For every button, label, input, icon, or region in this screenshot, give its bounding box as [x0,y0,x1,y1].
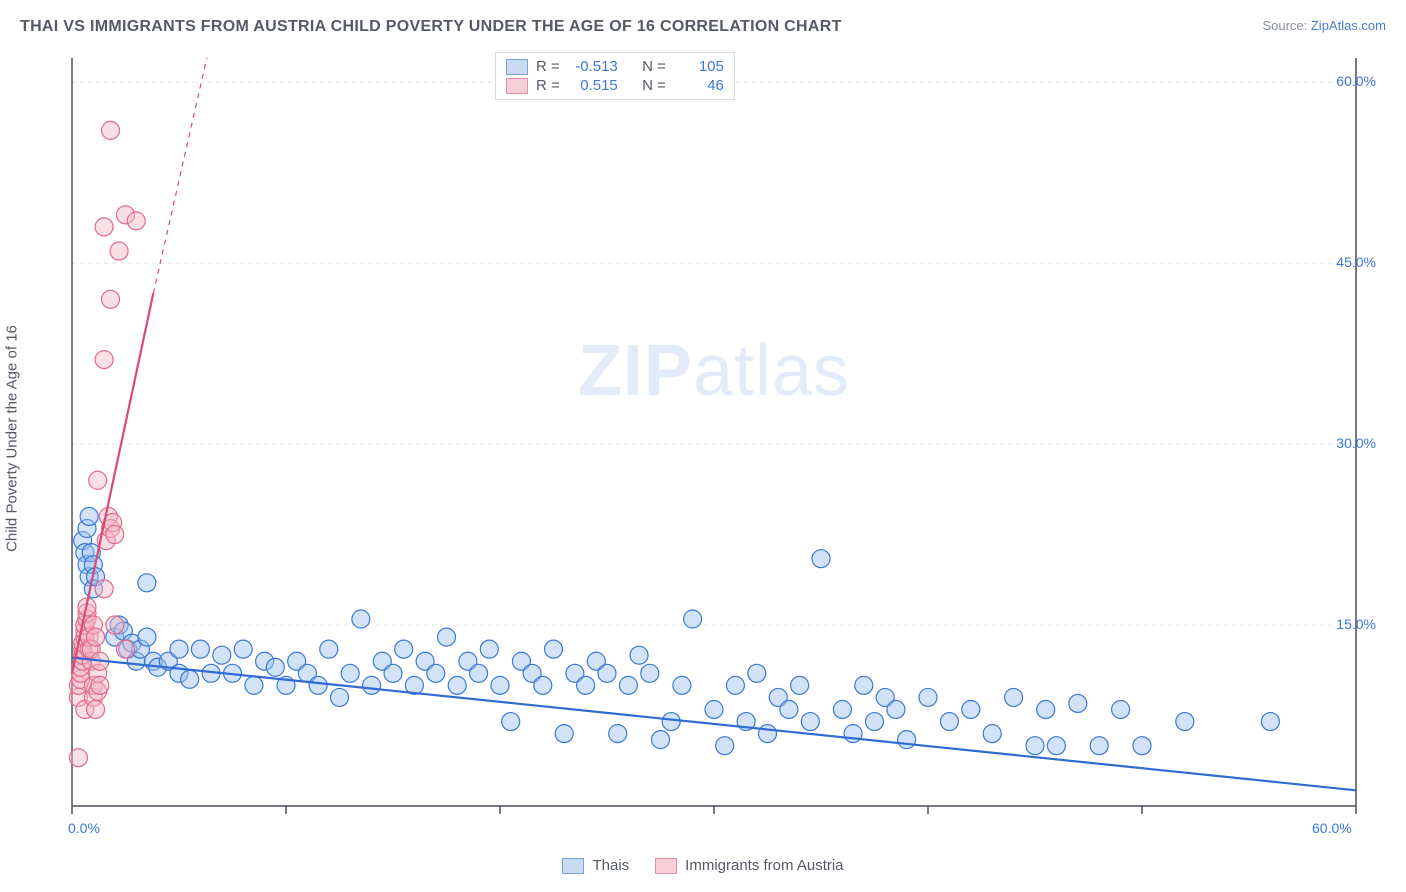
swatch-icon [562,858,584,874]
x-tick-label: 60.0% [1312,820,1352,836]
n-label: N = [642,58,666,75]
chart-area: ZIPatlas 15.0%30.0%45.0%60.0%0.0%60.0% [54,50,1374,815]
source-attribution: Source: ZipAtlas.com [1262,18,1386,33]
r-value: -0.513 [568,58,618,75]
n-value: 46 [674,77,724,94]
stats-row: R = -0.513 N = 105 [506,57,724,76]
n-value: 105 [674,58,724,75]
r-value: 0.515 [568,77,618,94]
x-tick-label: 0.0% [68,820,100,836]
stats-legend-box: R = -0.513 N = 105 R = 0.515 N = 46 [495,52,735,100]
series-legend: Thais Immigrants from Austria [0,857,1406,874]
legend-item: Thais [562,857,629,874]
y-tick-label: 30.0% [1336,435,1376,451]
swatch-icon [655,858,677,874]
y-axis-label: Child Poverty Under the Age of 16 [4,325,21,552]
legend-label: Thais [592,857,629,874]
stats-row: R = 0.515 N = 46 [506,76,724,95]
source-prefix: Source: [1262,18,1310,33]
chart-title: THAI VS IMMIGRANTS FROM AUSTRIA CHILD PO… [20,18,842,36]
r-label: R = [536,77,560,94]
source-link[interactable]: ZipAtlas.com [1311,18,1386,33]
y-tick-label: 45.0% [1336,254,1376,270]
scatter-plot [54,50,1374,818]
swatch-icon [506,78,528,94]
n-label: N = [642,77,666,94]
legend-label: Immigrants from Austria [685,857,843,874]
r-label: R = [536,58,560,75]
legend-item: Immigrants from Austria [655,857,843,874]
y-tick-label: 15.0% [1336,616,1376,632]
y-tick-label: 60.0% [1336,73,1376,89]
swatch-icon [506,59,528,75]
